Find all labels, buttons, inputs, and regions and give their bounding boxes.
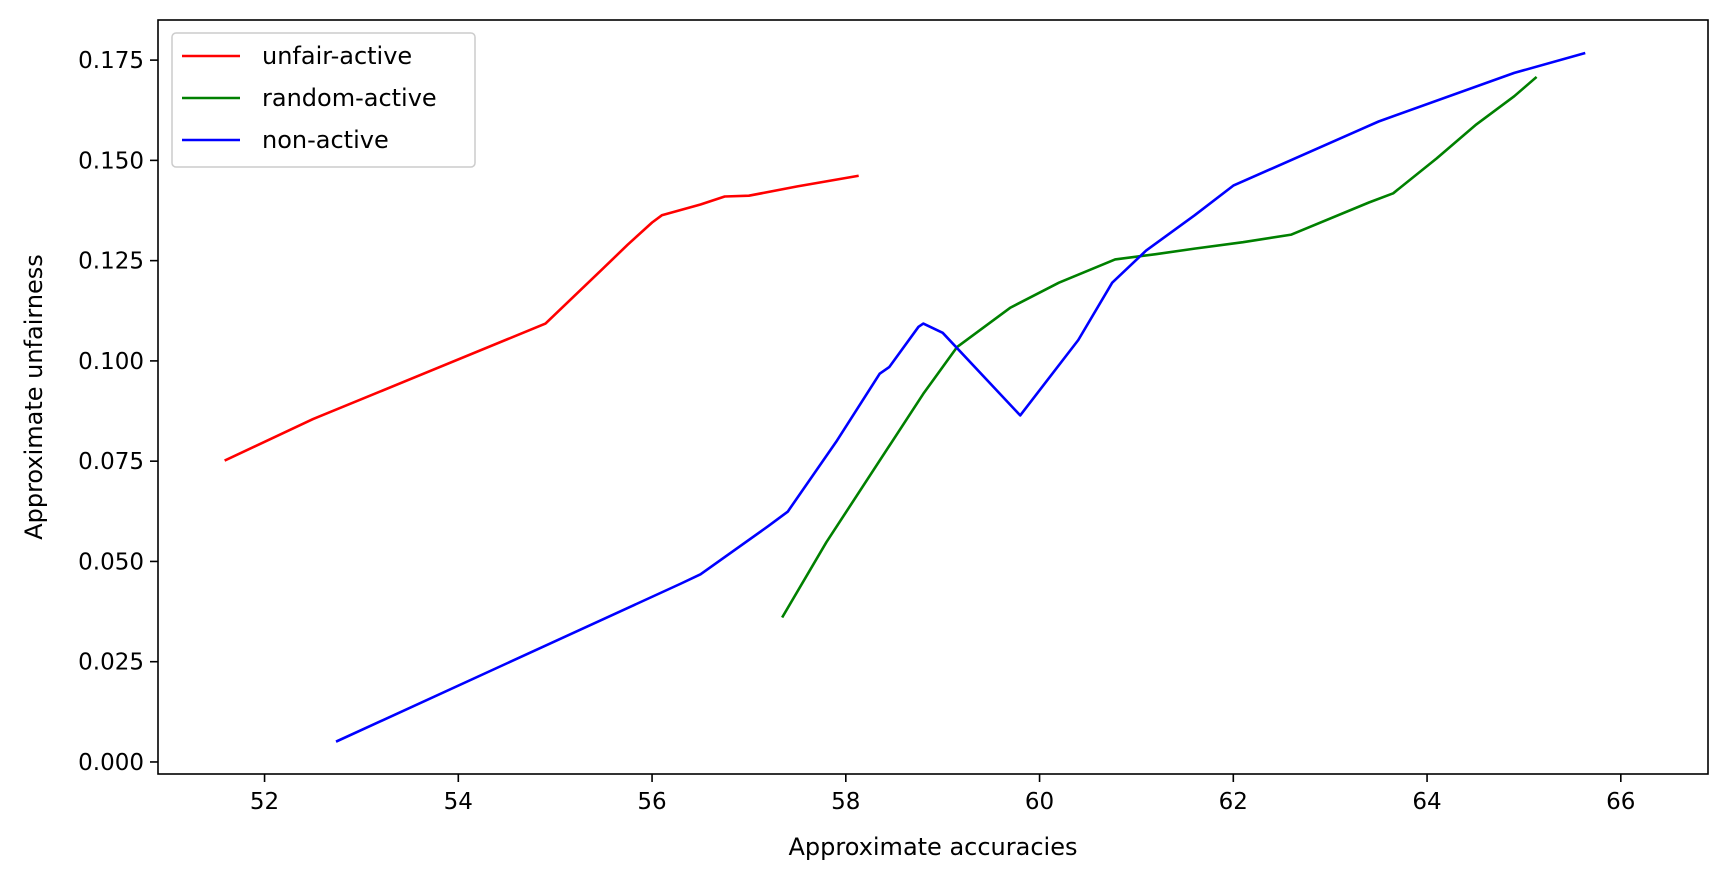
x-tick-label: 54 — [444, 789, 473, 815]
x-tick-label: 66 — [1606, 789, 1635, 815]
y-tick-label: 0.100 — [78, 349, 144, 375]
y-tick-label: 0.125 — [78, 249, 144, 275]
legend-label-random-active: random-active — [262, 84, 437, 112]
x-tick-label: 64 — [1412, 789, 1441, 815]
series-line-unfair-active — [224, 174, 859, 462]
series-line-non-active — [335, 51, 1586, 743]
x-tick-label: 60 — [1025, 789, 1054, 815]
y-tick-label: 0.175 — [78, 48, 144, 74]
series-layer — [224, 51, 1586, 743]
y-tick-label: 0.050 — [78, 549, 144, 575]
x-tick-label: 52 — [250, 789, 279, 815]
x-tick-label: 56 — [637, 789, 666, 815]
axes-layer: 52 54 56 58 60 62 64 66 0.000 0.025 0.050 0.075 0.10… — [78, 48, 1635, 815]
legend-label-non-active: non-active — [262, 126, 389, 154]
y-tick-label: 0.025 — [78, 650, 144, 676]
x-tick-label: 62 — [1219, 789, 1248, 815]
y-tick-label: 0.000 — [78, 750, 144, 776]
y-axis-label: Approximate unfairness — [20, 254, 48, 540]
x-axis-label: Approximate accuracies — [789, 833, 1078, 861]
legend-frame — [171, 32, 476, 168]
legend-label-unfair-active: unfair-active — [262, 42, 412, 70]
x-tick-label: 58 — [831, 789, 860, 815]
y-tick-label: 0.150 — [78, 148, 144, 174]
series-line-random-active — [781, 75, 1538, 619]
y-tick-label: 0.075 — [78, 449, 144, 475]
plot-frame — [157, 19, 1709, 775]
legend: unfair-active random-active non-active — [171, 32, 476, 168]
